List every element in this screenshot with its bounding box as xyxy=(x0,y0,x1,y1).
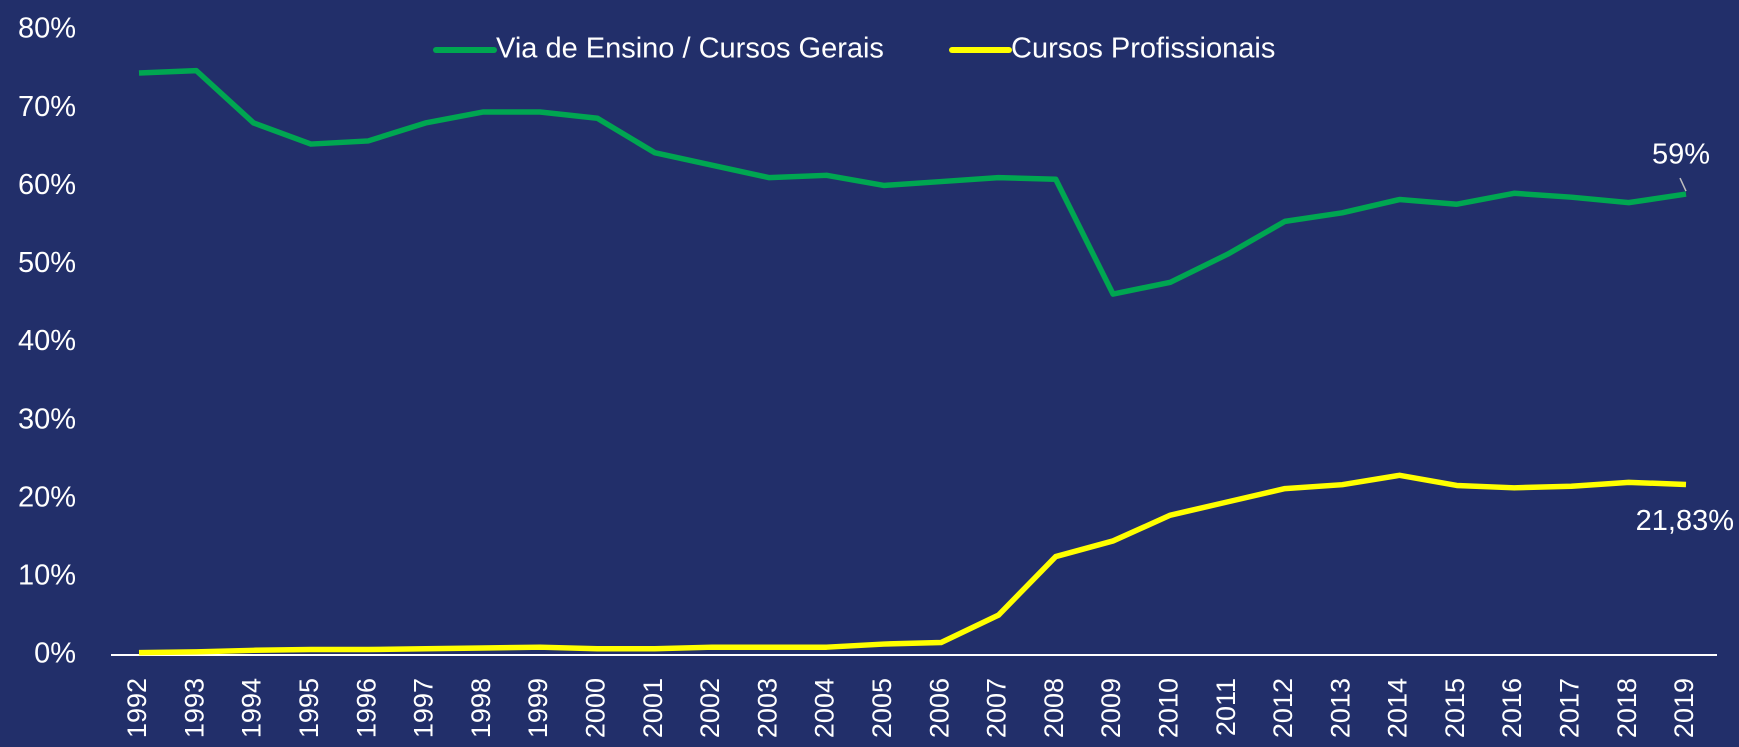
legend-label: Via de Ensino / Cursos Gerais xyxy=(496,33,884,65)
x-tick-label: 1992 xyxy=(122,678,152,738)
x-tick-label: 1999 xyxy=(523,678,553,738)
x-tick-label: 2005 xyxy=(867,678,897,738)
x-tick-label: 2010 xyxy=(1153,678,1183,738)
x-tick-label: 2019 xyxy=(1669,678,1699,738)
x-tick-label: 2004 xyxy=(810,678,840,738)
x-tick-label: 2016 xyxy=(1497,678,1527,738)
x-tick-label: 2009 xyxy=(1096,678,1126,738)
x-tick-label: 2015 xyxy=(1440,678,1470,738)
x-tick-label: 2003 xyxy=(752,678,782,738)
x-tick-label: 2006 xyxy=(924,678,954,738)
series-line xyxy=(138,67,1687,297)
y-tick-label: 30% xyxy=(18,403,76,435)
x-tick-label: 2011 xyxy=(1211,678,1241,736)
x-tick-label: 1995 xyxy=(294,678,324,738)
x-tick-label: 2001 xyxy=(638,678,668,738)
x-tick-label: 1994 xyxy=(237,678,267,738)
x-tick-label: 2008 xyxy=(1039,678,1069,738)
x-tick-label: 2012 xyxy=(1268,678,1298,738)
series-line xyxy=(138,472,1687,656)
x-tick-label: 2000 xyxy=(580,678,610,738)
x-tick-label: 1993 xyxy=(179,678,209,738)
legend-label: Cursos Profissionais xyxy=(1011,33,1275,65)
y-tick-label: 50% xyxy=(18,247,76,279)
y-tick-label: 20% xyxy=(18,481,76,513)
y-tick-label: 40% xyxy=(18,325,76,357)
x-tick-label: 2002 xyxy=(695,678,725,738)
x-tick-label: 2014 xyxy=(1383,678,1413,738)
y-tick-label: 70% xyxy=(18,91,76,123)
x-tick-label: 2007 xyxy=(982,678,1012,738)
y-tick-label: 60% xyxy=(18,169,76,201)
value-label: 59% xyxy=(1652,139,1710,171)
x-tick-label: 2017 xyxy=(1555,678,1585,738)
x-tick-label: 1997 xyxy=(409,678,439,738)
x-tick-label: 2013 xyxy=(1325,678,1355,738)
x-tick-label: 1996 xyxy=(351,678,381,738)
x-tick-label: 2018 xyxy=(1612,678,1642,738)
y-tick-label: 80% xyxy=(18,13,76,45)
value-label: 21,83% xyxy=(1636,505,1734,537)
x-tick-label: 1998 xyxy=(466,678,496,738)
y-tick-label: 10% xyxy=(18,560,76,592)
y-tick-label: 0% xyxy=(34,638,76,670)
leader-line xyxy=(1679,177,1687,192)
